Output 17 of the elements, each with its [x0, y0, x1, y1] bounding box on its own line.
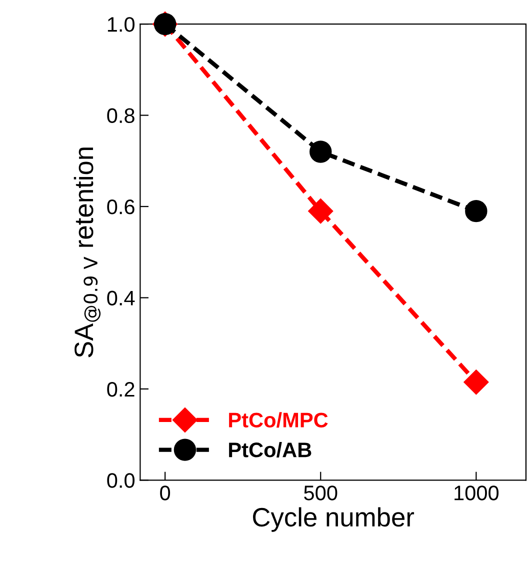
point	[464, 370, 489, 395]
point	[465, 200, 488, 222]
legend-label: PtCo/MPC	[229, 412, 328, 428]
point	[310, 140, 332, 163]
x-tick-label: 0	[160, 486, 170, 500]
y-tick-label: 1.0	[108, 17, 135, 32]
y-tick-label: 0.6	[107, 200, 134, 214]
x-tick-label: 500	[304, 486, 338, 500]
x-tick-label: 1000	[454, 486, 499, 500]
point	[308, 198, 334, 224]
legend-label: PtCo/AB	[229, 442, 312, 458]
x-axis-title: Cycle number	[253, 507, 414, 532]
y-tick-label: 0.4	[107, 290, 135, 306]
y-axis-title: SA$_{@0.9 V}$ retention	[74, 148, 101, 358]
y-tick-label: 0.2	[107, 382, 134, 397]
y-tick-label: 0.0	[107, 473, 135, 488]
y-tick-label: 0.8	[107, 108, 134, 124]
